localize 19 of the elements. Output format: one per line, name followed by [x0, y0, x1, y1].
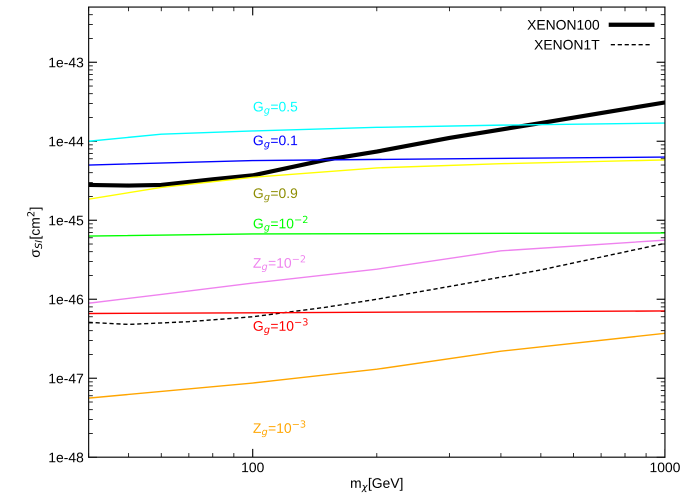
legend-label: XENON1T [534, 40, 600, 50]
y-axis-title: σ$_{SI}$[cm$^{2}$] [27, 208, 43, 258]
series-label: G$_{g}$=0.9 [254, 188, 298, 202]
series-label: G$_{g}$=10$^{−3}$ [254, 318, 308, 336]
series-label: G$_{g}$=10$^{−2}$ [254, 216, 308, 233]
y-tick-label: 1e-45 [49, 216, 84, 226]
y-tick-label: 1e-43 [49, 58, 84, 68]
text: Z$_{g}$=10$^{−3}$ [253, 420, 306, 438]
series-label: Z$_{g}$=10$^{−2}$ [253, 255, 306, 272]
x-tick-label: 100 [242, 462, 264, 472]
series-label: G$_{g}$=0.5 [254, 102, 298, 116]
x-tick-label: 1000 [650, 462, 680, 472]
series-label: G$_{g}$=0.1 [254, 135, 298, 150]
legend-label: XENON100 [527, 20, 600, 30]
y-tick-label: 1e-48 [49, 452, 84, 462]
y-tick-label: 1e-47 [49, 374, 84, 384]
x-axis-title: m$_{χ}$[GeV] [350, 478, 402, 492]
y-tick-label: 1e-44 [49, 136, 84, 146]
y-tick-label: 1e-46 [49, 294, 84, 304]
